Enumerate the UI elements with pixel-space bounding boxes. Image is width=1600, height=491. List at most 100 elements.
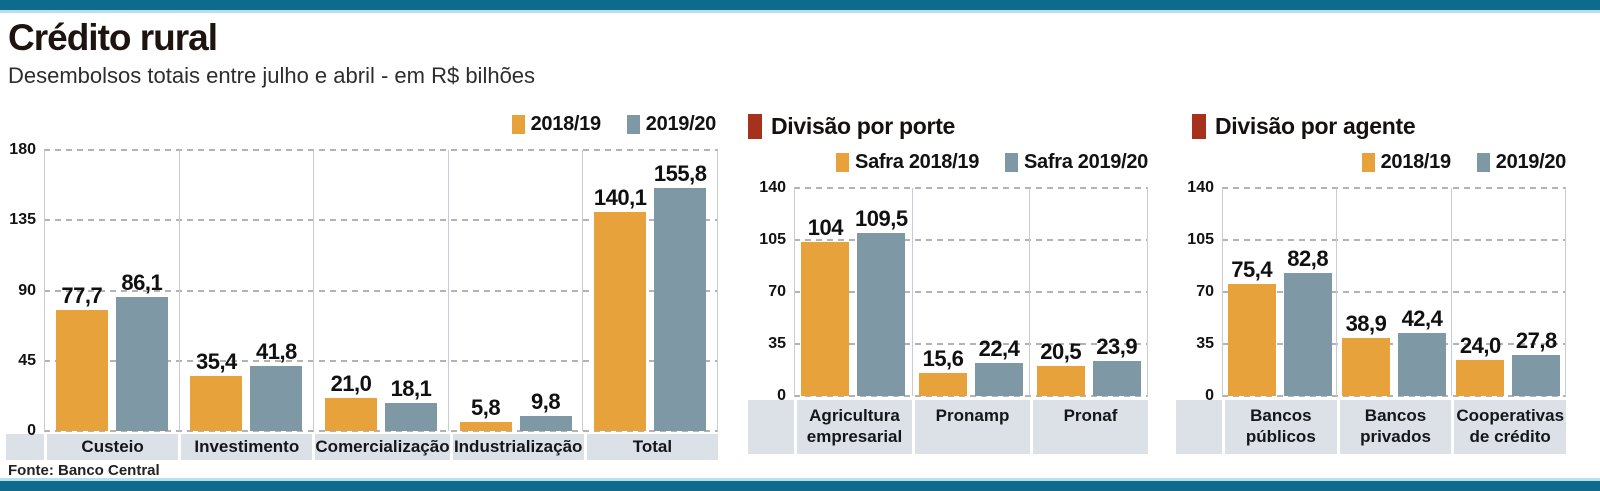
bar-value-label: 104 [807, 214, 844, 240]
y-axis-label: 140 [1187, 179, 1214, 196]
y-axis-label: 35 [1196, 335, 1214, 352]
bar-value-label: 155,8 [653, 160, 707, 186]
chart-title: Divisão por porte [771, 112, 956, 139]
category-band: Bancos públicos Bancos privados Cooperativ… [1176, 400, 1567, 454]
chart-title: Divisão por agente [1215, 112, 1416, 139]
bar-group: 24,0 27,8 [1450, 188, 1566, 396]
y-axis-label: 180 [9, 141, 36, 158]
gridline [44, 149, 718, 151]
bar-value-label: 18,1 [390, 375, 432, 401]
category-band-lead [1176, 400, 1222, 454]
category-band-lead [6, 434, 44, 460]
page-subtitle: Desembolsos totais entre julho e abril -… [8, 63, 536, 88]
bar-groups: 77,7 86,1 35,4 41,8 21,0 18,1 5,8 9,8 140,1 155,8 [44, 150, 718, 431]
plot-area: 0 45 90 135 180 77,7 86,1 35,4 41,8 21,0 18,1 5,8 9,… [6, 141, 718, 439]
bar-value-label: 42,4 [1401, 306, 1443, 332]
bar-value-label: 109,5 [855, 206, 908, 232]
gridline [44, 430, 718, 432]
y-axis-label: 105 [759, 231, 786, 248]
legend-swatch [1005, 152, 1019, 172]
gridline [794, 291, 1148, 293]
y-axis-label: 70 [768, 283, 786, 300]
source-note: Fonte: Banco Central [8, 462, 160, 479]
category-label: Pronamp [915, 400, 1030, 454]
bar-value-label: 24,0 [1459, 333, 1501, 359]
bar-group: 21,0 18,1 [313, 150, 448, 431]
legend-item: 2018/19 [1361, 151, 1451, 174]
bar: 24,0 [1456, 333, 1505, 396]
page-title: Crédito rural [8, 17, 218, 58]
chart-desembolsos-totais: 2018/19 2019/20 0 45 90 135 180 77,7 86,1 35,4 41,… [6, 112, 718, 460]
gridline [1222, 343, 1566, 345]
section-marker-icon [1192, 113, 1206, 139]
bar-group: 20,5 23,9 [1029, 188, 1149, 396]
legend-label: 2018/19 [530, 112, 602, 135]
bar: 22,4 [975, 336, 1023, 396]
legend-item: 2018/19 [511, 112, 602, 136]
bar: 35,4 [190, 349, 243, 431]
bar: 38,9 [1341, 311, 1390, 396]
bar-value-label: 22,4 [978, 335, 1020, 361]
bar: 5,8 [459, 395, 512, 431]
legend-label: Safra 2019/20 [1024, 150, 1148, 173]
top-border-light-line [0, 10, 1600, 13]
category-label: Cooperativas de crédito [1454, 400, 1567, 454]
y-axis-label: 70 [1196, 283, 1214, 300]
bar-group: 140,1 155,8 [582, 150, 718, 431]
y-axis-label: 0 [777, 387, 786, 404]
chart-title-row: Divisão por porte [748, 112, 1148, 140]
legend-item: Safra 2018/19 [836, 151, 979, 174]
bar-value-label: 21,0 [330, 371, 372, 397]
bar: 23,9 [1092, 334, 1141, 396]
bar-value-label: 75,4 [1231, 256, 1273, 282]
y-axis-label: 105 [1187, 231, 1214, 248]
y-axis-label: 35 [768, 335, 786, 352]
bar-value-label: 41,8 [255, 338, 297, 364]
bar-value-label: 27,8 [1515, 327, 1557, 353]
category-label: Bancos privados [1339, 400, 1452, 454]
bar-value-label: 23,9 [1096, 333, 1138, 359]
category-label: Industrialização [452, 434, 584, 460]
bar-value-label: 5,8 [471, 394, 501, 420]
bar-value-label: 20,5 [1040, 338, 1082, 364]
legend-swatch [836, 152, 850, 172]
bar: 20,5 [1036, 339, 1085, 396]
bar-value-label: 86,1 [121, 269, 163, 295]
bar: 140,1 [594, 185, 647, 431]
legend: 2018/19 2019/20 [6, 112, 718, 136]
bar: 18,1 [384, 376, 437, 431]
top-border-bar [0, 0, 1600, 10]
legend-swatch [511, 114, 525, 134]
legend-label: 2019/20 [645, 112, 717, 135]
bar: 41,8 [250, 339, 303, 431]
bar: 104 [801, 215, 850, 396]
gridline [1222, 239, 1566, 241]
gridline [1222, 291, 1566, 293]
bar-group: 38,9 42,4 [1336, 188, 1450, 396]
bar-value-label: 15,6 [922, 345, 964, 371]
gridline [44, 289, 718, 292]
bar-group: 77,7 86,1 [44, 150, 179, 431]
chart-divisao-por-agente: Divisão por agente 2018/19 2019/20 0 35 70 105… [1176, 112, 1566, 454]
bar-group: 75,4 82,8 [1222, 188, 1336, 396]
category-label: Bancos públicos [1225, 400, 1337, 454]
gridline [794, 187, 1148, 189]
y-axis-label: 135 [9, 211, 36, 229]
bar-value-label: 82,8 [1287, 245, 1329, 271]
gridline [794, 343, 1148, 345]
bar-value-label: 77,7 [61, 282, 103, 308]
legend-label: 2019/20 [1495, 150, 1567, 173]
category-label: Comercialização [315, 434, 450, 460]
bar: 75,4 [1227, 257, 1276, 396]
bar-value-label: 9,8 [531, 388, 561, 414]
bar: 109,5 [855, 206, 908, 396]
legend: 2018/19 2019/20 [1176, 150, 1566, 174]
bottom-border-bar [0, 481, 1600, 491]
plot-area: 0 35 70 105 140 75,4 82,8 38,9 42,4 24,0 27,8 [1176, 179, 1566, 404]
bar-value-label: 35,4 [195, 348, 237, 374]
bar: 86,1 [115, 270, 168, 431]
bar: 42,4 [1397, 306, 1446, 396]
gridline [794, 239, 1148, 241]
legend-swatch [1476, 152, 1490, 172]
